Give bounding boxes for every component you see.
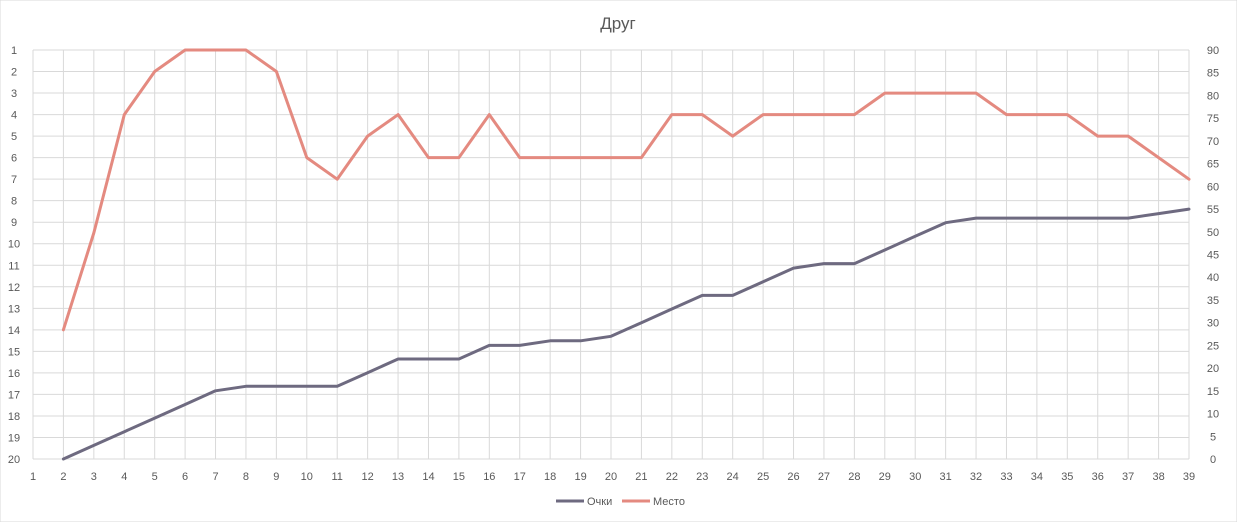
x-tick-label: 12 [362, 471, 374, 483]
x-tick-label: 20 [605, 471, 617, 483]
legend: Очки Место [556, 496, 685, 508]
gridlines [32, 49, 1190, 460]
left-tick-label: 13 [8, 303, 20, 315]
x-tick-label: 25 [757, 471, 769, 483]
x-tick-label: 18 [544, 471, 556, 483]
right-tick-label: 55 [1207, 204, 1219, 216]
x-tick-label: 15 [453, 471, 465, 483]
x-tick-label: 11 [331, 471, 342, 483]
right-tick-label: 45 [1207, 250, 1219, 262]
series-lines [61, 48, 1191, 461]
right-tick-label: 30 [1207, 318, 1219, 330]
right-tick-label: 40 [1207, 272, 1219, 284]
x-tick-label: 22 [666, 471, 678, 483]
x-tick-label: 38 [1152, 471, 1164, 483]
x-tick-label: 39 [1183, 471, 1195, 483]
right-tick-label: 60 [1207, 181, 1219, 193]
left-tick-label: 19 [8, 432, 20, 444]
x-tick-label: 28 [848, 471, 860, 483]
x-axis-ticks: 1 2 3 4 5 6 7 8 9 10 11 12 13 14 15 16 17 18 19 20 21 22 23 24 2… [30, 471, 1195, 483]
left-tick-label: 16 [8, 368, 20, 380]
series-line-place [61, 48, 1191, 332]
legend-label: Место [653, 496, 685, 508]
x-tick-label: 13 [392, 471, 404, 483]
right-axis-ticks: 0 5 10 15 20 25 30 35 40 45 50 55 60 65 70 75 80 85 90 [1207, 45, 1219, 466]
x-tick-label: 33 [1000, 471, 1012, 483]
right-tick-label: 10 [1207, 409, 1219, 421]
x-tick-label: 4 [121, 471, 127, 483]
left-tick-label: 5 [11, 131, 17, 143]
left-tick-label: 12 [8, 282, 20, 294]
x-tick-label: 1 [30, 471, 36, 483]
x-tick-label: 2 [60, 471, 66, 483]
x-tick-label: 31 [940, 471, 952, 483]
x-tick-label: 34 [1031, 471, 1043, 483]
left-tick-label: 11 [8, 260, 19, 272]
x-tick-label: 36 [1092, 471, 1104, 483]
left-tick-label: 1 [11, 45, 17, 57]
left-tick-label: 14 [8, 325, 20, 337]
left-tick-label: 6 [11, 153, 17, 165]
left-tick-label: 17 [8, 389, 20, 401]
x-tick-label: 17 [514, 471, 526, 483]
x-tick-label: 16 [483, 471, 495, 483]
left-tick-label: 9 [11, 217, 17, 229]
right-tick-label: 50 [1207, 227, 1219, 239]
right-tick-label: 25 [1207, 340, 1219, 352]
left-tick-label: 7 [11, 174, 17, 186]
x-tick-label: 5 [152, 471, 158, 483]
x-tick-label: 7 [212, 471, 218, 483]
x-tick-label: 23 [696, 471, 708, 483]
x-tick-label: 32 [970, 471, 982, 483]
x-tick-label: 24 [727, 471, 739, 483]
right-tick-label: 75 [1207, 113, 1219, 125]
right-tick-label: 0 [1210, 454, 1216, 466]
right-tick-label: 90 [1207, 45, 1219, 57]
x-tick-label: 8 [243, 471, 249, 483]
right-tick-label: 35 [1207, 295, 1219, 307]
right-tick-label: 70 [1207, 136, 1219, 148]
right-tick-label: 85 [1207, 68, 1219, 80]
right-tick-label: 5 [1210, 431, 1216, 443]
x-tick-label: 35 [1061, 471, 1073, 483]
series-line-points [61, 207, 1191, 461]
right-tick-label: 80 [1207, 90, 1219, 102]
x-tick-label: 27 [818, 471, 830, 483]
x-tick-label: 37 [1122, 471, 1134, 483]
x-tick-label: 21 [635, 471, 647, 483]
right-tick-label: 20 [1207, 363, 1219, 375]
x-tick-label: 29 [879, 471, 891, 483]
chart-title: Друг [600, 14, 635, 33]
x-tick-label: 30 [909, 471, 921, 483]
left-tick-label: 2 [11, 67, 17, 79]
legend-label: Очки [587, 496, 612, 508]
right-tick-label: 65 [1207, 159, 1219, 171]
x-tick-label: 14 [422, 471, 434, 483]
x-tick-label: 9 [273, 471, 279, 483]
x-tick-label: 6 [182, 471, 188, 483]
left-tick-label: 3 [11, 88, 17, 100]
x-tick-label: 19 [574, 471, 586, 483]
x-tick-label: 3 [91, 471, 97, 483]
left-tick-label: 8 [11, 196, 17, 208]
left-tick-label: 18 [8, 411, 20, 423]
right-tick-label: 15 [1207, 386, 1219, 398]
left-tick-label: 4 [11, 110, 17, 122]
left-tick-label: 20 [8, 454, 20, 466]
left-tick-label: 10 [8, 239, 20, 251]
x-tick-label: 26 [787, 471, 799, 483]
x-tick-label: 10 [301, 471, 313, 483]
left-tick-label: 15 [8, 346, 20, 358]
